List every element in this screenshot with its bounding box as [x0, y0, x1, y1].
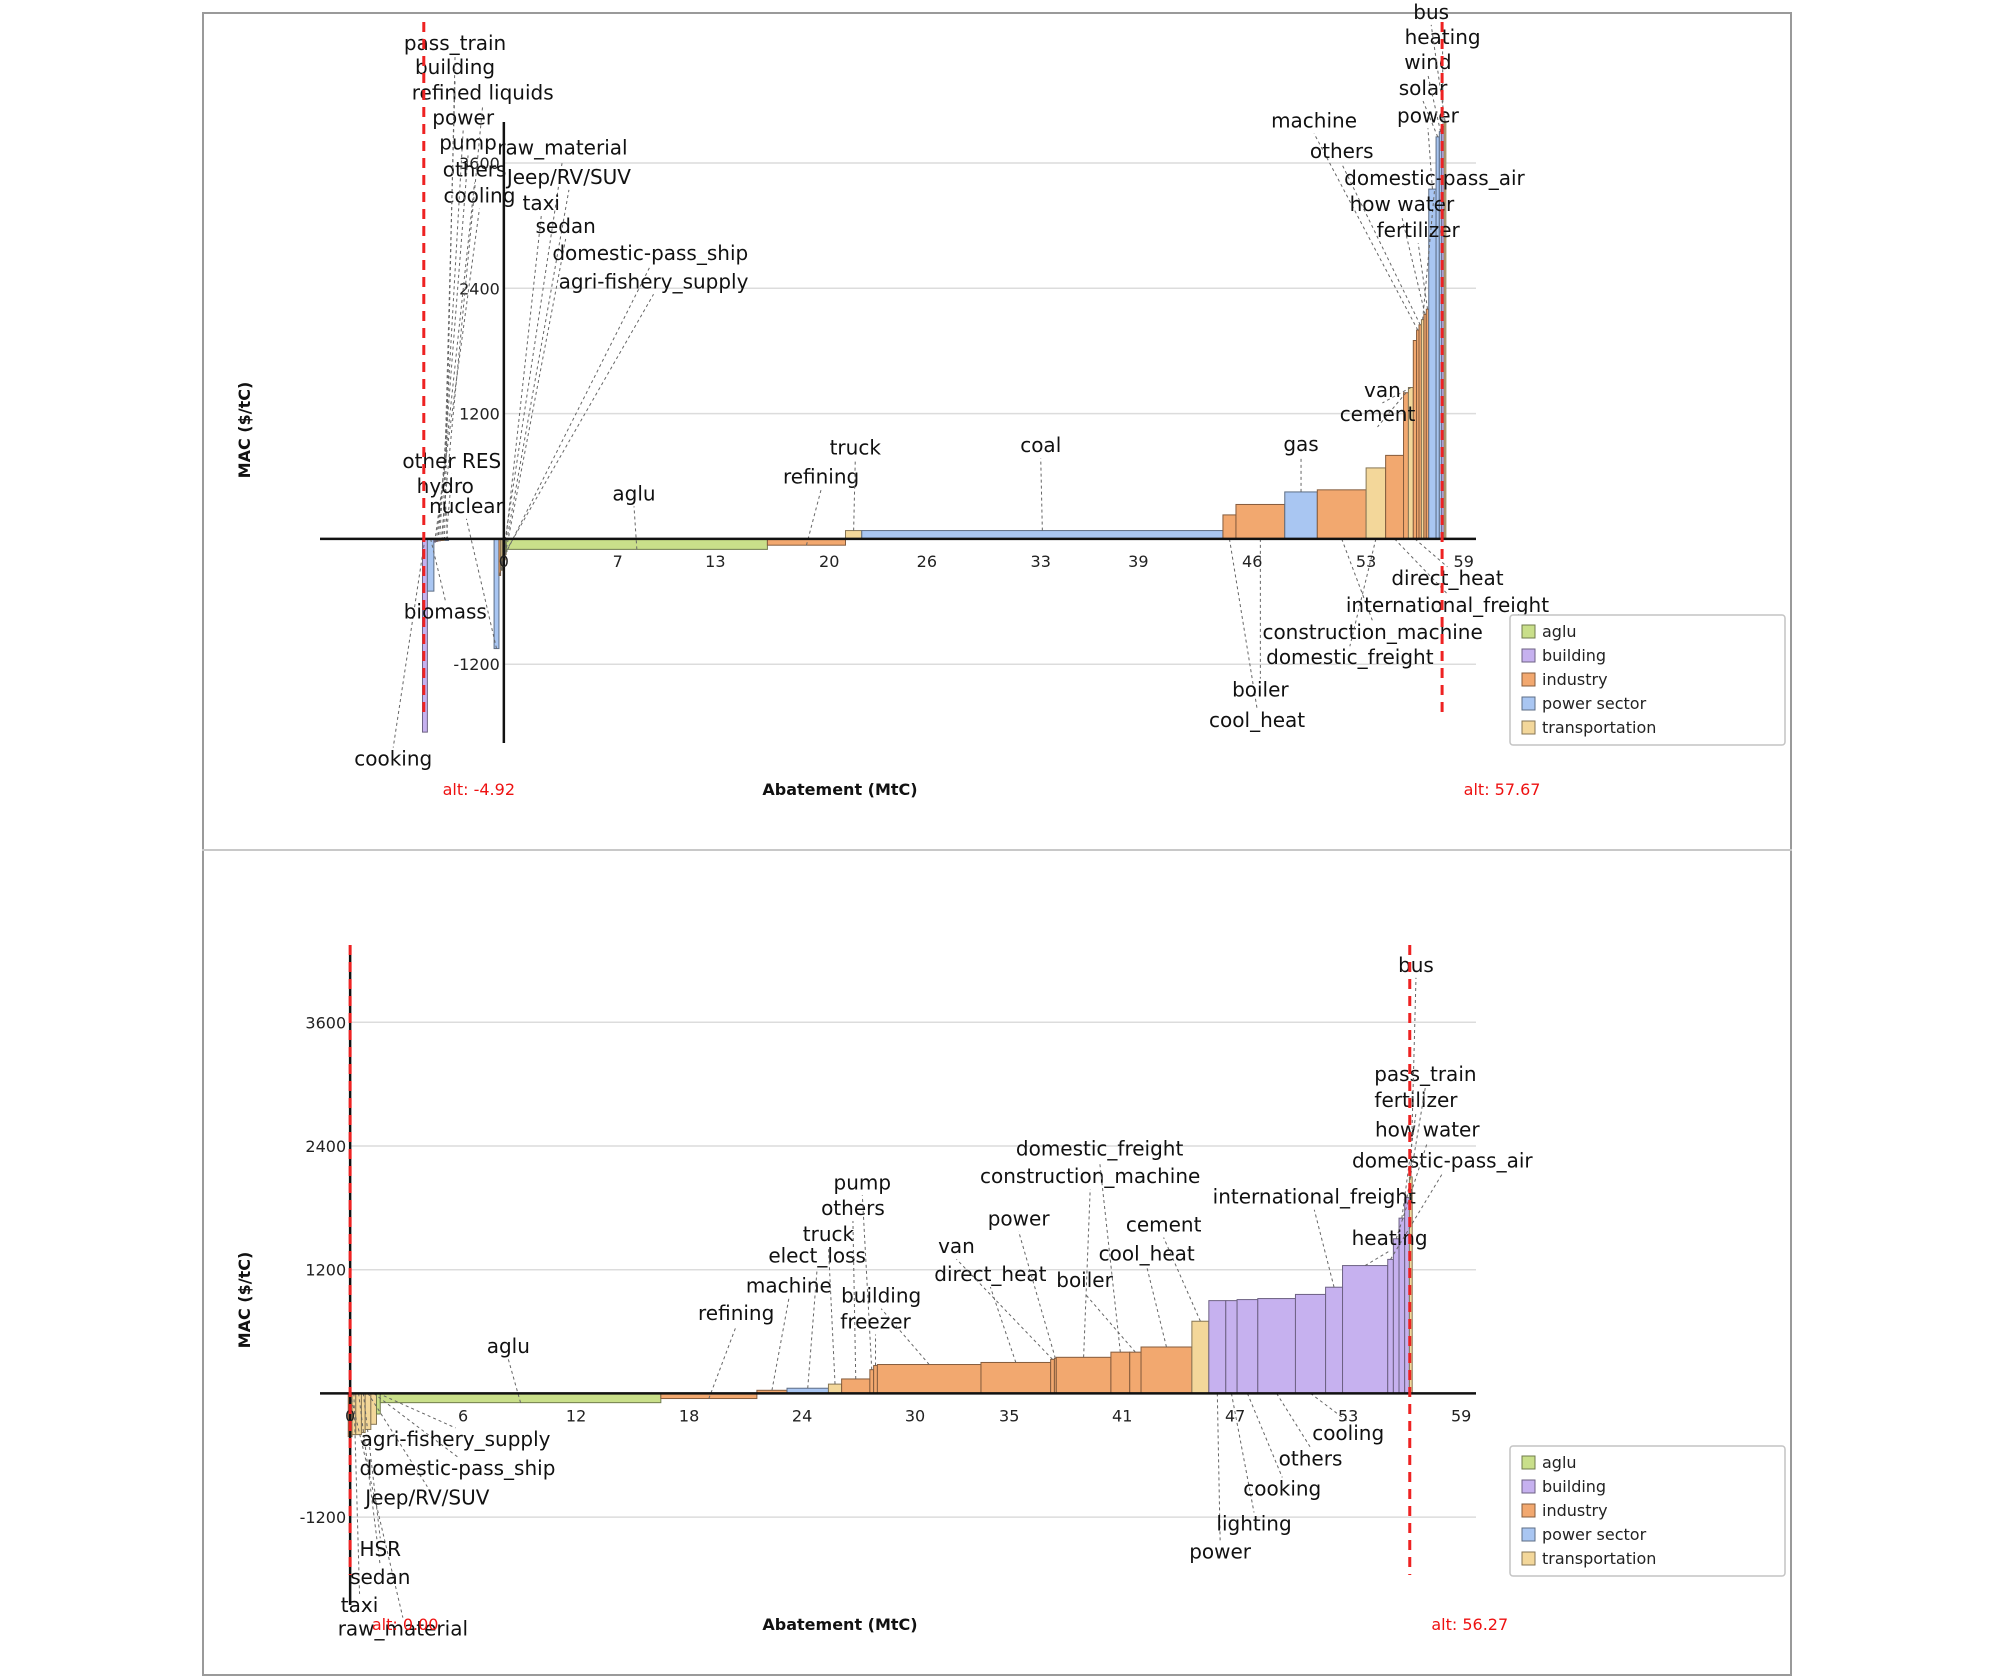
- bar-lighting: [1226, 1301, 1237, 1394]
- y-tick-label: 2400: [305, 1137, 346, 1156]
- bar-domestic-pass-ship: [371, 1393, 377, 1424]
- x-tick-label: 47: [1225, 1406, 1245, 1425]
- bar-label: HSR: [359, 1537, 401, 1561]
- bar-cool-heat: [1141, 1347, 1192, 1393]
- bar-label: construction_machine: [980, 1164, 1200, 1188]
- bar-label: Jeep/RV/SUV: [363, 1486, 489, 1510]
- bar-agri-fishery-supply: [376, 1393, 380, 1414]
- alt-marker-label: alt: 0.00: [372, 1615, 439, 1634]
- bar-label: fertilizer: [1374, 1088, 1458, 1112]
- bar-van: [1051, 1359, 1055, 1393]
- x-tick-label: 6: [458, 1406, 468, 1425]
- y-tick-label: 3600: [305, 1013, 346, 1032]
- bar-label: elect_loss: [768, 1243, 866, 1267]
- bar-building: [877, 1365, 981, 1394]
- legend-swatch: [1522, 1480, 1535, 1493]
- legend-swatch: [1522, 1528, 1535, 1541]
- y-tick-label: 1200: [305, 1261, 346, 1280]
- bar-domestic-freight: [1111, 1352, 1130, 1393]
- bar-label: machine: [746, 1273, 832, 1297]
- bar-label: bus: [1398, 953, 1434, 977]
- bar-label: agri-fishery_supply: [361, 1427, 551, 1451]
- bar-direct-heat: [981, 1362, 1051, 1393]
- bar-cement: [1192, 1321, 1209, 1393]
- x-tick-label: 12: [566, 1406, 586, 1425]
- bar-label: aglu: [487, 1334, 530, 1358]
- leader-line: [1147, 1266, 1167, 1347]
- bar-pump: [870, 1370, 874, 1394]
- bar-power: [1209, 1301, 1226, 1394]
- leader-line: [862, 1195, 871, 1369]
- bar-others: [842, 1379, 870, 1393]
- leader-line: [1019, 1231, 1056, 1358]
- leader-line: [772, 1298, 789, 1390]
- bar-label: sedan: [350, 1565, 410, 1589]
- legend-label: building: [1542, 1477, 1606, 1496]
- bar-label: cooking: [1243, 1476, 1321, 1500]
- legend-swatch: [1522, 1504, 1535, 1517]
- leader-line: [1365, 1251, 1389, 1266]
- bar-construction-machine: [1056, 1357, 1111, 1393]
- bar-label: lighting: [1216, 1511, 1291, 1535]
- bar-label: truck: [803, 1222, 855, 1246]
- bar-label: domestic-pass_ship: [360, 1456, 556, 1480]
- bar-how-water: [1393, 1239, 1399, 1394]
- bar-label: taxi: [341, 1593, 379, 1617]
- bar-label: power: [988, 1206, 1051, 1230]
- bar-label: others: [1279, 1447, 1343, 1471]
- leader-line: [1085, 1293, 1136, 1352]
- bar-label: domestic-pass_air: [1352, 1149, 1533, 1173]
- bar-heating: [1343, 1266, 1388, 1394]
- legend-label: transportation: [1542, 1549, 1656, 1568]
- leader-line: [1247, 1393, 1282, 1477]
- bar-label: power: [1189, 1539, 1252, 1563]
- x-axis-title: Abatement (MtC): [762, 1615, 917, 1634]
- x-tick-label: 35: [999, 1406, 1019, 1425]
- bar-label: cement: [1126, 1213, 1202, 1237]
- bar-label: freezer: [840, 1309, 911, 1333]
- bar-cooking: [1237, 1300, 1258, 1394]
- bar-jeep-rv-suv: [365, 1393, 371, 1429]
- leader-line: [1277, 1393, 1311, 1447]
- x-tick-label: 18: [679, 1406, 699, 1425]
- bar-label: others: [821, 1196, 885, 1220]
- legend-label: industry: [1542, 1501, 1608, 1520]
- bar-cooling: [1295, 1294, 1325, 1393]
- y-axis-title: MAC ($/tC): [235, 1252, 254, 1349]
- bar-international-freight: [1326, 1287, 1343, 1393]
- x-tick-label: 30: [905, 1406, 925, 1425]
- bar-freezer: [874, 1366, 878, 1394]
- bar-label: boiler: [1056, 1268, 1113, 1292]
- bar-label: van: [938, 1234, 975, 1258]
- bar-truck: [828, 1384, 841, 1393]
- legend-swatch: [1522, 1456, 1535, 1469]
- leader-line: [1314, 1210, 1334, 1287]
- bar-label: pump: [834, 1170, 892, 1194]
- alt-marker-label: alt: 56.27: [1431, 1615, 1508, 1634]
- x-tick-label: 53: [1338, 1406, 1358, 1425]
- bar-label: direct_heat: [934, 1262, 1046, 1286]
- legend-swatch: [1522, 1552, 1535, 1565]
- y-tick-label: -1200: [300, 1508, 347, 1527]
- x-tick-label: 24: [792, 1406, 812, 1425]
- bar-label: heating: [1352, 1226, 1428, 1250]
- bar-boiler: [1130, 1352, 1141, 1393]
- bar-label: refining: [698, 1301, 774, 1325]
- bar-others: [1258, 1299, 1296, 1394]
- leader-line: [709, 1326, 736, 1398]
- x-tick-label: 41: [1112, 1406, 1132, 1425]
- legend-label: aglu: [1542, 1453, 1577, 1472]
- bar-label: pass_train: [1374, 1062, 1476, 1086]
- bar-label: cool_heat: [1099, 1241, 1195, 1265]
- bar-label: how water: [1375, 1118, 1480, 1142]
- bar-label: domestic_freight: [1016, 1136, 1184, 1160]
- bar-domestic-pass-air: [1388, 1259, 1394, 1393]
- bar-label: international_freight: [1213, 1185, 1416, 1209]
- legend-label: power sector: [1542, 1525, 1647, 1544]
- bar-label: building: [841, 1284, 921, 1308]
- x-tick-label: 59: [1451, 1406, 1471, 1425]
